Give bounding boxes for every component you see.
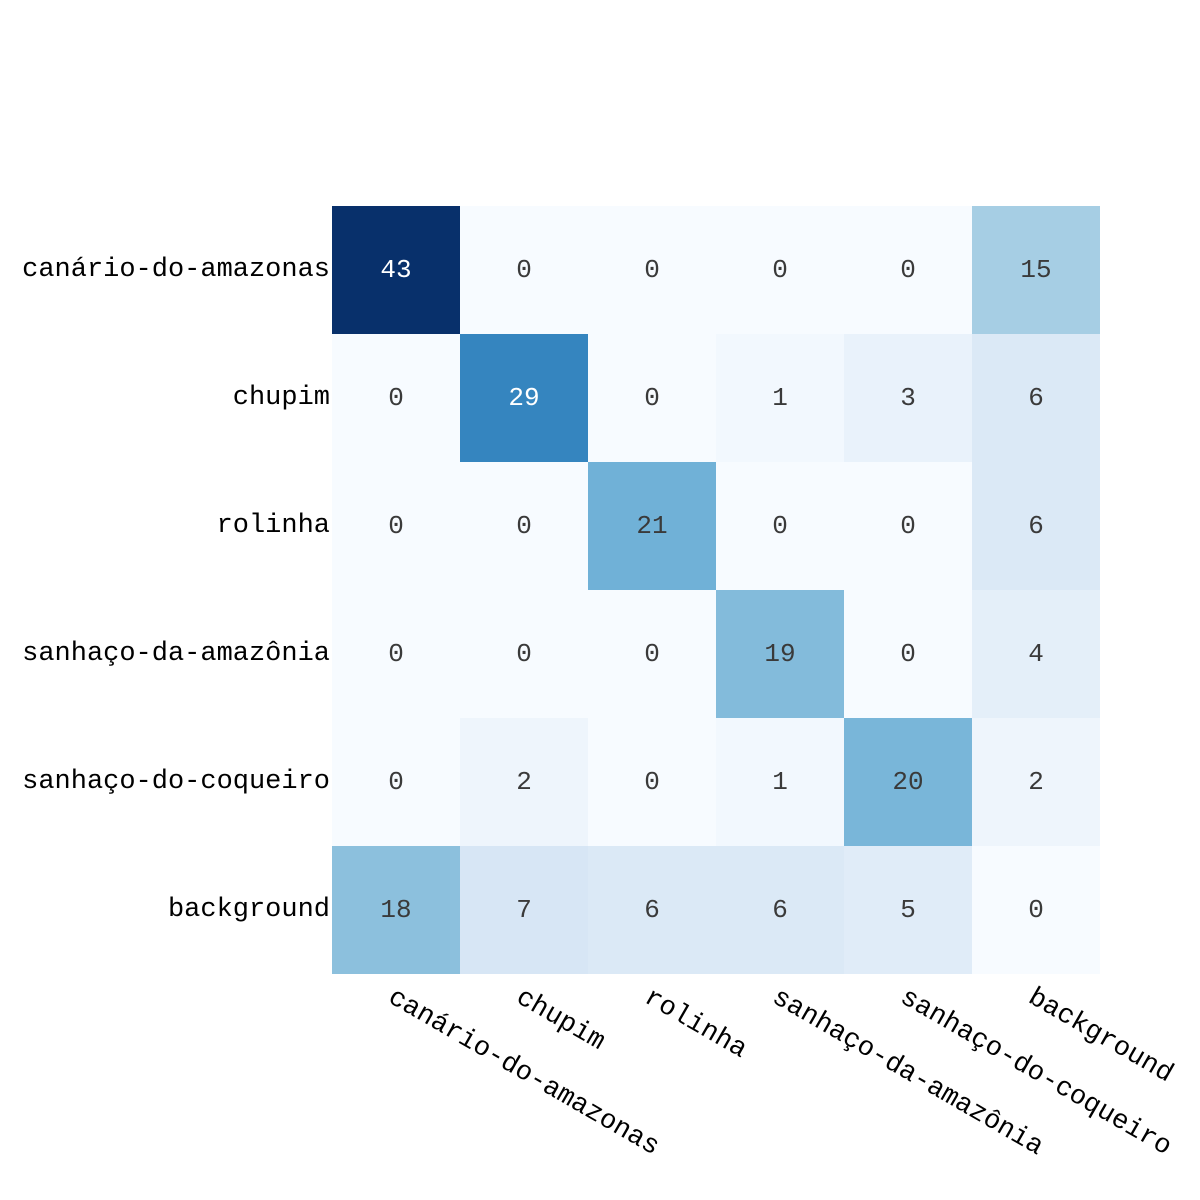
heatmap-cell-r1-c5 [972,334,1100,462]
heatmap-cell-label-r5-c5: 0 [1028,895,1044,925]
heatmap-cell-r0-c0 [332,206,460,334]
heatmap-cell-r2-c1 [460,462,588,590]
heatmap-cell-label-r1-c3: 1 [772,383,788,413]
heatmap-cell-r2-c4 [844,462,972,590]
heatmap-cell-label-r2-c4: 0 [900,511,916,541]
y-tick-label-3: sanhaço-da-amazônia [22,639,330,669]
heatmap-cell-label-r4-c1: 2 [516,767,532,797]
heatmap-cells [332,206,1100,974]
heatmap-cell-label-r3-c3: 19 [764,639,795,669]
heatmap-cell-label-r1-c4: 3 [900,383,916,413]
heatmap-cell-r4-c1 [460,718,588,846]
heatmap-cell-labels: 43 0 0 0 0 150 29 0 1 3 60 0 21 0 0 60 0 0 19 0 40 2 0 1 20 218 7 6… [380,255,1051,925]
heatmap-cell-label-r2-c2: 21 [636,511,667,541]
heatmap-cell-r3-c3 [716,590,844,718]
heatmap-cell-label-r1-c1: 29 [508,383,539,413]
heatmap-cell-label-r4-c2: 0 [644,767,660,797]
heatmap-cell-r3-c1 [460,590,588,718]
heatmap-cell-label-r4-c4: 20 [892,767,923,797]
x-tick-label-1: chupim [511,983,610,1058]
heatmap-cell-label-r3-c5: 4 [1028,639,1044,669]
heatmap-cell-label-r5-c0: 18 [380,895,411,925]
heatmap-cell-r3-c0 [332,590,460,718]
heatmap-cell-label-r5-c2: 6 [644,895,660,925]
heatmap-cell-r3-c4 [844,590,972,718]
heatmap-cell-label-r5-c3: 6 [772,895,788,925]
heatmap-cell-label-r4-c3: 1 [772,767,788,797]
heatmap-cell-label-r3-c1: 0 [516,639,532,669]
heatmap-cell-r2-c0 [332,462,460,590]
heatmap-cell-label-r1-c5: 6 [1028,383,1044,413]
heatmap-cell-label-r2-c3: 0 [772,511,788,541]
y-tick-label-0: canário-do-amazonas [22,255,330,285]
heatmap-cell-r2-c5 [972,462,1100,590]
heatmap-cell-label-r0-c2: 0 [644,255,660,285]
heatmap-cell-r2-c2 [588,462,716,590]
heatmap-cell-r5-c2 [588,846,716,974]
heatmap-cell-r4-c0 [332,718,460,846]
y-tick-label-5: background [168,895,330,925]
heatmap-cell-r2-c3 [716,462,844,590]
heatmap-cell-r4-c4 [844,718,972,846]
heatmap-cell-r1-c0 [332,334,460,462]
heatmap-cell-label-r0-c1: 0 [516,255,532,285]
y-tick-label-4: sanhaço-do-coqueiro [22,767,330,797]
heatmap-cell-r1-c2 [588,334,716,462]
heatmap-cell-label-r5-c1: 7 [516,895,532,925]
heatmap-cell-r4-c2 [588,718,716,846]
heatmap-cell-label-r2-c0: 0 [388,511,404,541]
heatmap-cell-r1-c1 [460,334,588,462]
heatmap-cell-label-r0-c5: 15 [1020,255,1051,285]
heatmap-cell-r4-c3 [716,718,844,846]
heatmap-cell-r4-c5 [972,718,1100,846]
heatmap-cell-r0-c4 [844,206,972,334]
y-tick-label-1: chupim [233,383,330,413]
heatmap-cell-label-r0-c4: 0 [900,255,916,285]
heatmap-cell-r0-c1 [460,206,588,334]
heatmap-cell-r1-c4 [844,334,972,462]
heatmap-cell-r5-c4 [844,846,972,974]
y-axis-tick-labels: canário-do-amazonas chupim rolinha sanhaço-… [22,255,330,925]
heatmap-cell-r0-c5 [972,206,1100,334]
heatmap-cell-label-r4-c5: 2 [1028,767,1044,797]
heatmap-cell-label-r3-c2: 0 [644,639,660,669]
heatmap-cell-label-r0-c0: 43 [380,255,411,285]
heatmap-cell-r0-c3 [716,206,844,334]
heatmap-cell-r5-c3 [716,846,844,974]
heatmap-cell-label-r3-c4: 0 [900,639,916,669]
y-tick-label-2: rolinha [217,511,330,541]
heatmap-cell-r5-c0 [332,846,460,974]
heatmap-cell-r5-c5 [972,846,1100,974]
heatmap-cell-label-r2-c5: 6 [1028,511,1044,541]
heatmap-cell-r3-c2 [588,590,716,718]
heatmap-cell-r3-c5 [972,590,1100,718]
heatmap-cell-r5-c1 [460,846,588,974]
heatmap-cell-label-r1-c2: 0 [644,383,660,413]
heatmap-cell-label-r5-c4: 5 [900,895,916,925]
heatmap-cell-r1-c3 [716,334,844,462]
heatmap-cell-r0-c2 [588,206,716,334]
heatmap-cell-label-r3-c0: 0 [388,639,404,669]
heatmap-cell-label-r1-c0: 0 [388,383,404,413]
heatmap-cell-label-r4-c0: 0 [388,767,404,797]
heatmap-cell-label-r0-c3: 0 [772,255,788,285]
x-tick-label-2: rolinha [639,983,752,1066]
heatmap-cell-label-r2-c1: 0 [516,511,532,541]
